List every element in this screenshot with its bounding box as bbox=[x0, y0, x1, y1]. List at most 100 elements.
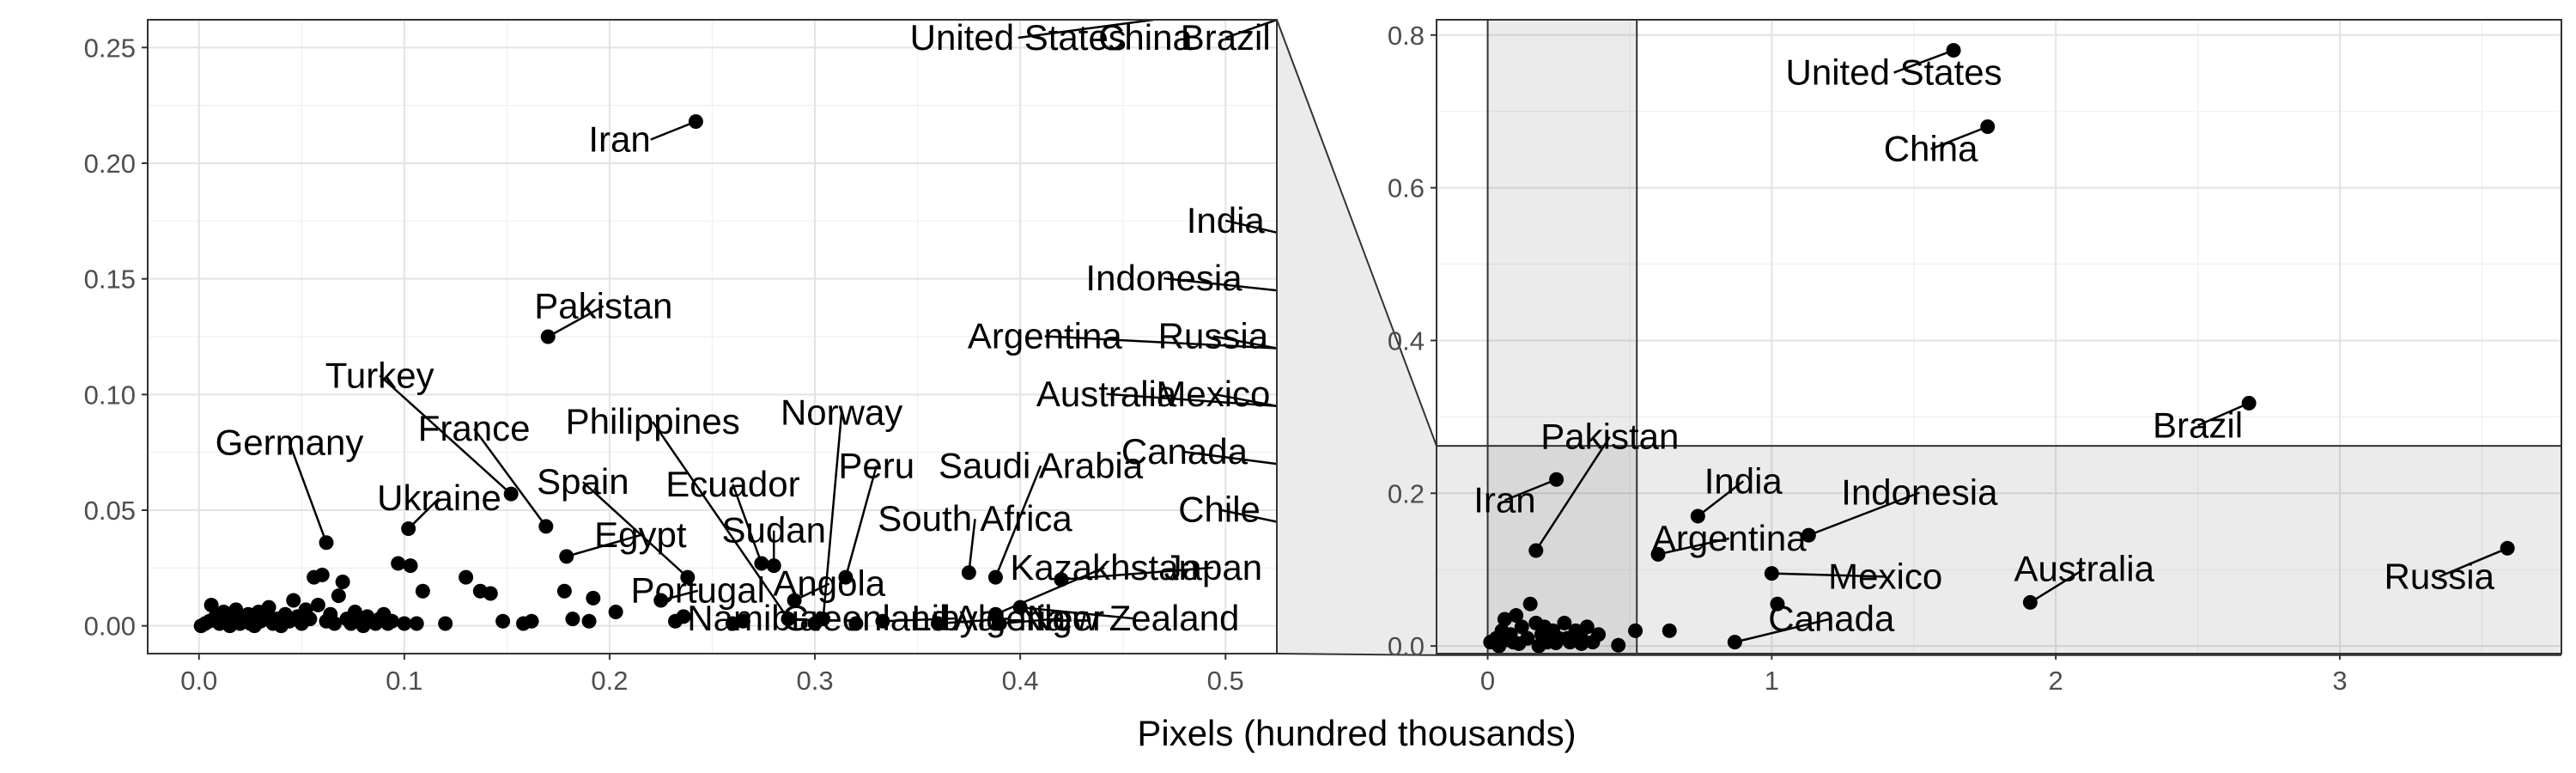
data-point-algeria bbox=[931, 616, 945, 631]
label-libya: Libya bbox=[911, 598, 998, 638]
label-angola: Angola bbox=[773, 563, 885, 604]
label-canada: Canada bbox=[1768, 598, 1895, 638]
right-panel-border bbox=[1436, 19, 2562, 654]
data-point-new-zealand bbox=[1012, 600, 1028, 615]
zoom-connector bbox=[1276, 19, 1437, 656]
data-point-peru bbox=[838, 569, 854, 585]
data-point-saudi-arabia bbox=[987, 569, 1003, 585]
data-point bbox=[1611, 637, 1626, 653]
leader-line-argentina bbox=[1657, 537, 1730, 556]
label-south-africa: South Africa bbox=[878, 498, 1072, 539]
label-india: India bbox=[1187, 200, 1266, 240]
label-india: India bbox=[1704, 460, 1783, 501]
label-mexico: Mexico bbox=[1156, 374, 1270, 414]
zoom-wedge-edge-top bbox=[1276, 19, 1437, 447]
label-niger: Niger bbox=[1018, 598, 1104, 638]
leader-line-mexico bbox=[1771, 572, 1886, 578]
label-peru: Peru bbox=[838, 445, 914, 485]
data-point-japan bbox=[1054, 572, 1069, 587]
data-point bbox=[385, 613, 400, 629]
data-point-france bbox=[538, 519, 554, 534]
x-tick-label: 0 bbox=[1480, 666, 1495, 696]
label-portugal: Portugal bbox=[631, 570, 765, 611]
leader-line-peru bbox=[844, 465, 878, 578]
data-point-philippines bbox=[781, 612, 796, 627]
data-point-argentina bbox=[1650, 546, 1666, 562]
leader-line-turkey bbox=[379, 374, 513, 496]
y-tick-label: 0.2 bbox=[1388, 478, 1425, 508]
leader-line-new-zealand bbox=[1020, 606, 1133, 620]
data-point bbox=[676, 609, 691, 624]
data-point bbox=[1511, 636, 1527, 651]
data-point bbox=[1509, 608, 1524, 624]
data-point bbox=[1531, 638, 1546, 654]
data-point bbox=[1537, 619, 1552, 635]
leader-line-france bbox=[473, 428, 547, 527]
leader-line-canada bbox=[1184, 450, 1277, 466]
leader-line-russia bbox=[1212, 335, 1277, 350]
data-point bbox=[286, 593, 301, 608]
data-point-greenland bbox=[848, 616, 864, 631]
label-china: China bbox=[1884, 128, 1978, 168]
leader-line-japan bbox=[1060, 566, 1213, 581]
x-axis-title: Pixels (hundred thousands) bbox=[1137, 713, 1576, 753]
data-point-angola bbox=[787, 593, 802, 608]
y-tick-label: 0.10 bbox=[84, 380, 136, 410]
data-point-mexico bbox=[1764, 566, 1779, 581]
left-zoom-panel: 0.0 0.1 0.2 0.3 0.4 0.5 0.000.050.100.150.200… bbox=[84, 17, 1278, 696]
zoom-wedge-edge-bottom bbox=[1276, 653, 1437, 656]
data-point bbox=[524, 613, 539, 629]
label-philippines: Philippines bbox=[566, 401, 740, 441]
data-point bbox=[335, 575, 350, 590]
data-point-russia bbox=[2500, 540, 2515, 556]
x-tick-label: 0.5 bbox=[1207, 666, 1244, 696]
data-point-turkey bbox=[503, 486, 519, 502]
label-china: China bbox=[1098, 17, 1193, 58]
data-point-iran bbox=[1549, 472, 1564, 487]
data-point-norway bbox=[816, 612, 831, 627]
data-point-sudan bbox=[766, 558, 781, 574]
label-kazakhstan: Kazakhstan bbox=[1010, 547, 1198, 587]
y-tick-label: 0.0 bbox=[1388, 631, 1425, 661]
label-iran: Iran bbox=[1473, 480, 1535, 520]
x-tick-label: 0.2 bbox=[591, 666, 628, 696]
data-point-germany bbox=[319, 535, 334, 551]
zoom-wedge-fill bbox=[1277, 20, 1437, 655]
data-point-indonesia bbox=[1801, 527, 1816, 543]
label-ukraine: Ukraine bbox=[377, 478, 501, 518]
data-point bbox=[1579, 619, 1595, 635]
x-tick-label: 0.0 bbox=[180, 666, 217, 696]
label-argentina: Argentina bbox=[968, 315, 1122, 356]
leader-line-united-states bbox=[1018, 20, 1154, 40]
data-point bbox=[459, 569, 474, 585]
x-tick-label: 3 bbox=[2332, 666, 2347, 696]
leader-line-spain bbox=[582, 481, 689, 579]
label-united-states: United States bbox=[1786, 52, 2002, 93]
data-point-pakistan bbox=[1528, 543, 1544, 558]
data-point-niger bbox=[992, 616, 1007, 631]
y-tick-label: 0.20 bbox=[84, 149, 136, 179]
x-tick-label: 0.4 bbox=[1002, 666, 1039, 696]
leader-line-australia bbox=[1106, 393, 1277, 408]
right-y-tick-labels: 0.0 0.2 0.4 0.6 0.8 bbox=[1388, 21, 1437, 661]
data-point bbox=[1514, 619, 1529, 635]
label-chile: Chile bbox=[1178, 489, 1261, 529]
data-point bbox=[1500, 632, 1516, 648]
data-point-libya bbox=[875, 613, 890, 629]
left-point-labels: Iran Pakistan Turkey France Germany Ukraine Sp… bbox=[216, 17, 1271, 638]
left-panel-border bbox=[147, 19, 1278, 654]
leader-line-egypt bbox=[566, 533, 641, 558]
data-point-egypt bbox=[559, 549, 574, 564]
data-point bbox=[1497, 612, 1512, 627]
label-russia: Russia bbox=[1158, 315, 1269, 356]
y-tick-label: 0.25 bbox=[84, 33, 136, 63]
label-brazil: Brazil bbox=[1181, 17, 1271, 58]
label-pakistan: Pakistan bbox=[1540, 417, 1679, 457]
y-tick-label: 0.8 bbox=[1388, 21, 1425, 51]
data-point bbox=[495, 613, 511, 629]
label-turkey: Turkey bbox=[325, 355, 434, 395]
y-tick-label: 0.6 bbox=[1388, 173, 1425, 204]
label-brazil: Brazil bbox=[2153, 405, 2243, 445]
leader-line-australia bbox=[2029, 568, 2085, 604]
